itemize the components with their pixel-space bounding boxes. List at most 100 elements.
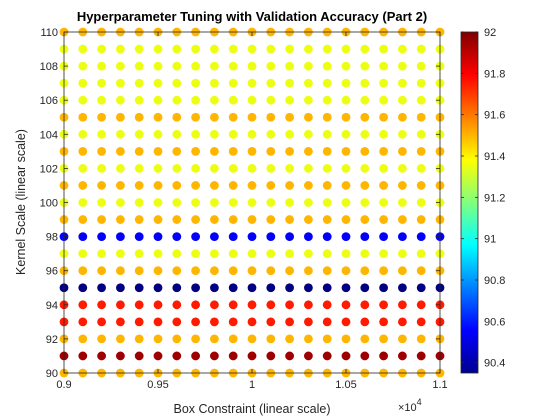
scatter-point [285,300,294,310]
y-tick-label: 98 [46,232,58,244]
scatter-point [416,112,426,122]
scatter-point [97,61,106,71]
scatter-point [398,181,407,190]
scatter-point [360,112,370,122]
scatter-point [304,164,313,173]
scatter-point [247,198,257,207]
scatter-point [285,78,294,88]
scatter-point [153,249,163,259]
scatter-point [416,317,426,327]
scatter-point [172,249,182,259]
scatter-point [341,95,351,105]
scatter-point [416,334,426,344]
data-points [59,27,445,378]
scatter-point [134,300,144,310]
scatter-point [210,112,219,122]
scatter-point [116,164,125,173]
scatter-point [379,351,388,361]
scatter-point [228,44,238,54]
scatter-point [398,95,407,105]
scatter-point [416,351,426,361]
scatter-point [191,351,201,361]
scatter-point [172,300,182,310]
scatter-point [304,95,313,105]
scatter-point [134,78,144,88]
scatter-point [210,317,219,327]
scatter-point [116,317,125,327]
scatter-point [191,164,201,173]
x-axis-exponent: ×104 [398,397,422,414]
x-tick-label: 1.05 [335,379,356,391]
scatter-point [78,112,88,122]
scatter-point [228,198,238,207]
y-tick-label: 100 [40,198,58,210]
scatter-point [172,266,182,276]
scatter-point [360,232,370,242]
scatter-point [322,334,332,344]
scatter-point [210,283,219,293]
scatter-point [153,129,163,139]
scatter-point [116,61,125,71]
scatter-point [285,198,294,207]
scatter-point [379,95,388,105]
scatter-point [172,334,182,344]
scatter-point [341,215,351,224]
scatter-point [266,164,276,173]
scatter-point [134,266,144,276]
scatter-point [341,232,351,242]
scatter-point [304,215,313,224]
scatter-point [379,78,388,88]
scatter-point [304,266,313,276]
scatter-point [266,232,276,242]
scatter-point [247,61,257,71]
scatter-point [153,266,163,276]
scatter-point [228,232,238,242]
y-tick-label: 92 [46,334,58,346]
scatter-point [191,215,201,224]
scatter-point [172,283,182,293]
colorbar-tick-label: 91.2 [484,192,505,204]
scatter-point [153,300,163,310]
scatter-point [398,164,407,173]
scatter-point [360,146,370,156]
scatter-point [134,283,144,293]
scatter-point [266,249,276,259]
scatter-point [360,181,370,190]
scatter-point [304,181,313,190]
scatter-point [304,44,313,54]
scatter-point [379,334,388,344]
y-tick-label: 94 [46,300,58,312]
colorbar: 90.4 90.6 90.8 91 91.2 91.4 91.6 91.8 92 [460,27,505,374]
scatter-point [360,351,370,361]
scatter-point [322,44,332,54]
scatter-point [172,351,182,361]
scatter-point [172,317,182,327]
scatter-point [247,232,257,242]
scatter-point [322,300,332,310]
scatter-point [78,95,88,105]
scatter-point [285,232,294,242]
scatter-point [416,300,426,310]
scatter-point [228,181,238,190]
scatter-point [416,215,426,224]
scatter-point [191,232,201,242]
scatter-point [116,283,125,293]
scatter-point [78,215,88,224]
scatter-point [210,232,219,242]
scatter-point [191,266,201,276]
scatter-point [247,283,257,293]
scatter-point [266,198,276,207]
scatter-point [322,351,332,361]
scatter-point [379,249,388,259]
scatter-point [228,146,238,156]
scatter-point [285,164,294,173]
scatter-point [285,44,294,54]
scatter-point [398,283,407,293]
scatter-point [341,198,351,207]
scatter-point [97,44,106,54]
scatter-point [360,164,370,173]
scatter-point [172,61,182,71]
scatter-point [172,78,182,88]
scatter-point [285,317,294,327]
scatter-point [398,129,407,139]
